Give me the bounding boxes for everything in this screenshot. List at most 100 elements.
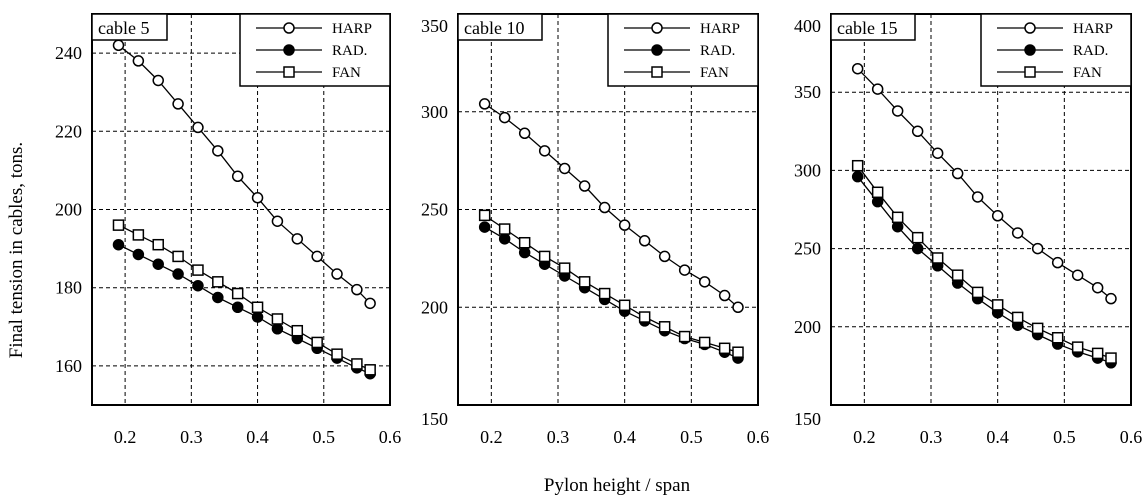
data-point bbox=[1071, 341, 1084, 353]
data-point bbox=[851, 159, 864, 172]
data-point bbox=[311, 336, 323, 349]
data-point bbox=[698, 336, 711, 349]
data-point bbox=[251, 311, 264, 323]
series-line-harp bbox=[857, 68, 1112, 300]
legend-swatch-marker bbox=[283, 66, 295, 78]
data-point bbox=[351, 283, 363, 296]
y-tick-label: 400 bbox=[794, 16, 821, 36]
data-point bbox=[678, 330, 691, 343]
data-point bbox=[212, 291, 224, 304]
data-point bbox=[971, 286, 984, 299]
legend-swatch-marker bbox=[1024, 44, 1036, 56]
y-tick-label: 150 bbox=[421, 409, 448, 429]
x-tick-label: 0.6 bbox=[747, 427, 770, 447]
data-point bbox=[851, 62, 864, 75]
data-point bbox=[971, 191, 984, 203]
panel-title-box bbox=[830, 13, 916, 41]
data-point bbox=[192, 264, 204, 276]
data-point bbox=[498, 233, 511, 245]
data-point bbox=[251, 301, 264, 313]
x-tick-label: 0.2 bbox=[480, 427, 503, 447]
x-tick-label: 0.2 bbox=[853, 427, 876, 447]
data-point bbox=[351, 358, 363, 370]
x-tick-label: 0.3 bbox=[180, 427, 203, 447]
data-point bbox=[478, 98, 491, 110]
data-point bbox=[578, 180, 591, 192]
x-tick-label: 0.6 bbox=[1120, 427, 1143, 447]
legend-label: HARP bbox=[700, 21, 740, 37]
legend-swatch-marker bbox=[651, 44, 663, 56]
data-point bbox=[172, 250, 184, 263]
data-point bbox=[538, 250, 551, 263]
data-point bbox=[698, 276, 711, 288]
data-point bbox=[152, 238, 164, 251]
data-point bbox=[871, 195, 884, 208]
data-point bbox=[1051, 331, 1064, 344]
y-tick-label: 200 bbox=[794, 317, 821, 337]
data-point bbox=[931, 147, 944, 159]
legend-label: RAD. bbox=[1073, 43, 1108, 59]
data-point bbox=[331, 268, 343, 280]
legend-label: HARP bbox=[332, 21, 372, 37]
y-tick-label: 350 bbox=[421, 16, 448, 36]
charts-layer: 0.2 0.3 0.4 0.5 0.6 160 180 200 220 240 cable 5 HAR… bbox=[55, 13, 1143, 447]
data-point bbox=[364, 297, 376, 310]
panel-title-box bbox=[457, 13, 543, 41]
data-point bbox=[911, 242, 924, 255]
data-point bbox=[891, 105, 904, 117]
data-point bbox=[478, 221, 491, 233]
data-point bbox=[498, 111, 511, 124]
y-tick-label: 180 bbox=[55, 278, 82, 298]
data-point bbox=[212, 145, 224, 157]
x-tick-label: 0.6 bbox=[379, 427, 402, 447]
series-line-rad bbox=[857, 176, 1112, 364]
legend-swatch-marker bbox=[283, 44, 295, 56]
data-point bbox=[498, 223, 511, 235]
data-point bbox=[271, 313, 284, 325]
legend-label: RAD. bbox=[700, 43, 735, 59]
data-point bbox=[598, 201, 611, 214]
x-tick-label: 0.4 bbox=[246, 427, 269, 447]
series-line-fan bbox=[857, 165, 1112, 359]
x-tick-label: 0.5 bbox=[313, 427, 336, 447]
x-tick-label: 0.5 bbox=[1053, 427, 1076, 447]
panel-title-box bbox=[91, 13, 168, 41]
legend-swatch-marker bbox=[1024, 22, 1036, 34]
data-point bbox=[172, 98, 184, 110]
data-point bbox=[231, 170, 244, 183]
data-point bbox=[192, 279, 204, 292]
data-point bbox=[112, 219, 125, 231]
data-point bbox=[851, 170, 864, 183]
data-point bbox=[618, 219, 631, 231]
x-tick-label: 0.4 bbox=[986, 427, 1009, 447]
data-point bbox=[1071, 269, 1084, 281]
data-point bbox=[271, 323, 284, 335]
data-point bbox=[1011, 311, 1024, 324]
data-point bbox=[231, 287, 244, 300]
data-point bbox=[331, 348, 343, 360]
data-point bbox=[718, 342, 731, 355]
data-point bbox=[732, 301, 744, 313]
data-point bbox=[291, 324, 304, 337]
x-tick-label: 0.4 bbox=[613, 427, 636, 447]
data-point bbox=[991, 210, 1004, 222]
data-point bbox=[152, 258, 164, 270]
x-tick-label: 0.5 bbox=[680, 427, 703, 447]
data-point bbox=[891, 220, 904, 233]
x-tick-label: 0.3 bbox=[920, 427, 943, 447]
chart-panel-2: 0.2 0.3 0.4 0.5 0.6 150 200 250 300 350 cable 10 HA… bbox=[421, 13, 770, 447]
data-point bbox=[578, 276, 591, 288]
chart-panel-3: 0.2 0.3 0.4 0.5 0.6 150 200 250 300 350 400 cable 1… bbox=[794, 13, 1143, 447]
data-point bbox=[112, 39, 125, 52]
y-tick-label: 200 bbox=[421, 297, 448, 317]
data-point bbox=[638, 235, 651, 247]
data-point bbox=[152, 74, 164, 87]
data-point bbox=[364, 364, 376, 376]
data-point bbox=[991, 299, 1004, 311]
data-point bbox=[478, 209, 491, 222]
data-point bbox=[518, 236, 531, 249]
data-point bbox=[658, 321, 671, 333]
legend-label: RAD. bbox=[332, 43, 367, 59]
y-tick-label: 300 bbox=[421, 102, 448, 122]
